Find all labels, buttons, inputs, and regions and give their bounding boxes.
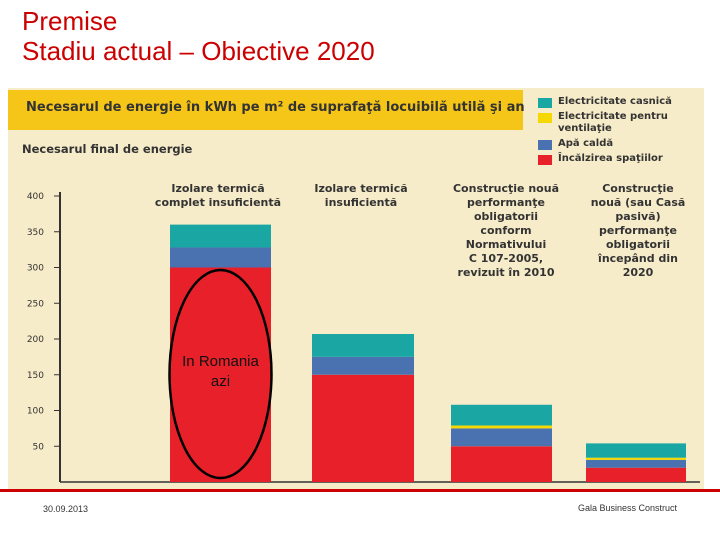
footer-company: Gala Business Construct xyxy=(578,503,678,513)
category-label-line: revizuit în 2010 xyxy=(458,266,555,279)
slide-title: Premise Stadiu actual – Obiective 2020 xyxy=(22,6,375,66)
bar-segment xyxy=(312,374,414,482)
bar-segment xyxy=(451,428,552,447)
legend-label: Încălzirea spaţiilor xyxy=(558,153,663,164)
chart-header-band xyxy=(8,90,523,130)
category-label-line: performanţe xyxy=(599,224,677,237)
category-label-line: complet insuficientă xyxy=(155,196,281,209)
legend-swatch xyxy=(538,98,552,108)
y-tick-label: 400 xyxy=(27,192,44,202)
legend-label-line1: Electricitate pentru xyxy=(558,111,668,122)
bar-segment xyxy=(451,425,552,429)
bar-segment xyxy=(312,333,414,357)
y-tick-label: 100 xyxy=(27,407,44,417)
category-label-line: Normativului xyxy=(466,238,546,251)
annotation-label: azi xyxy=(211,373,230,390)
slide-title-line2: Stadiu actual – Obiective 2020 xyxy=(22,36,375,66)
y-tick-label: 200 xyxy=(27,335,44,345)
annotation-ellipse xyxy=(168,268,273,480)
chart-title: Necesarul de energie în kWh pe m² de sup… xyxy=(26,100,525,115)
category-label-line: Izolare termică xyxy=(171,182,264,195)
bar-segment xyxy=(586,459,686,468)
y-axis-label: Necesarul final de energie xyxy=(22,142,193,156)
y-tick-label: 300 xyxy=(27,264,44,274)
category-label-line: Construcţie nouă xyxy=(453,182,559,195)
category-label-line: 2020 xyxy=(623,266,654,279)
bar-segment xyxy=(451,404,552,426)
slide-title-line1: Premise xyxy=(22,6,118,36)
category-label-line: nouă (sau Casă xyxy=(591,196,686,209)
bar-segment xyxy=(451,446,552,482)
footer-divider xyxy=(0,489,720,492)
legend-label: Electricitate pentru ventilaţie xyxy=(558,111,708,135)
category-label: Construcţie nouă (sau Casă pasivă) performa… xyxy=(591,182,686,279)
category-label-line: pasivă) xyxy=(615,210,660,223)
category-label-line: C 107-2005, xyxy=(469,252,543,265)
category-label-line: conform xyxy=(480,224,531,237)
bar-segment xyxy=(170,267,271,482)
bar-segment xyxy=(586,443,686,458)
bar-segment xyxy=(312,356,414,375)
footer-date: 30.09.2013 xyxy=(43,504,89,514)
category-label-line: obligatorii xyxy=(474,210,538,223)
category-label: Izolare termică insuficientă xyxy=(314,182,407,209)
bar-segment xyxy=(586,457,686,460)
category-label-line: Construcţie xyxy=(602,182,674,195)
y-tick-label: 350 xyxy=(27,228,44,238)
legend-swatch xyxy=(538,140,552,150)
legend-swatch xyxy=(538,113,552,123)
category-label-line: insuficientă xyxy=(325,196,397,209)
bar-segment xyxy=(170,224,271,248)
y-tick-label: 150 xyxy=(27,371,44,381)
legend-label-line2: ventilaţie xyxy=(558,123,612,134)
category-label-line: obligatorii xyxy=(606,238,670,251)
bar-segment xyxy=(586,467,686,482)
category-label-line: începând din xyxy=(597,252,678,265)
bar-segment xyxy=(170,247,271,268)
y-tick-label: 250 xyxy=(27,299,44,309)
legend-label: Electricitate casnică xyxy=(558,96,672,107)
category-label: Construcţie nouă performanţe obligatorii co… xyxy=(453,182,559,279)
category-label: Izolare termică complet insuficientă xyxy=(155,182,281,209)
category-label-line: performanţe xyxy=(467,196,545,209)
annotation-label: In Romania xyxy=(182,353,259,370)
legend-swatch xyxy=(538,155,552,165)
y-tick-label: 50 xyxy=(33,442,45,452)
legend-label: Apă caldă xyxy=(558,138,614,149)
category-label-line: Izolare termică xyxy=(314,182,407,195)
